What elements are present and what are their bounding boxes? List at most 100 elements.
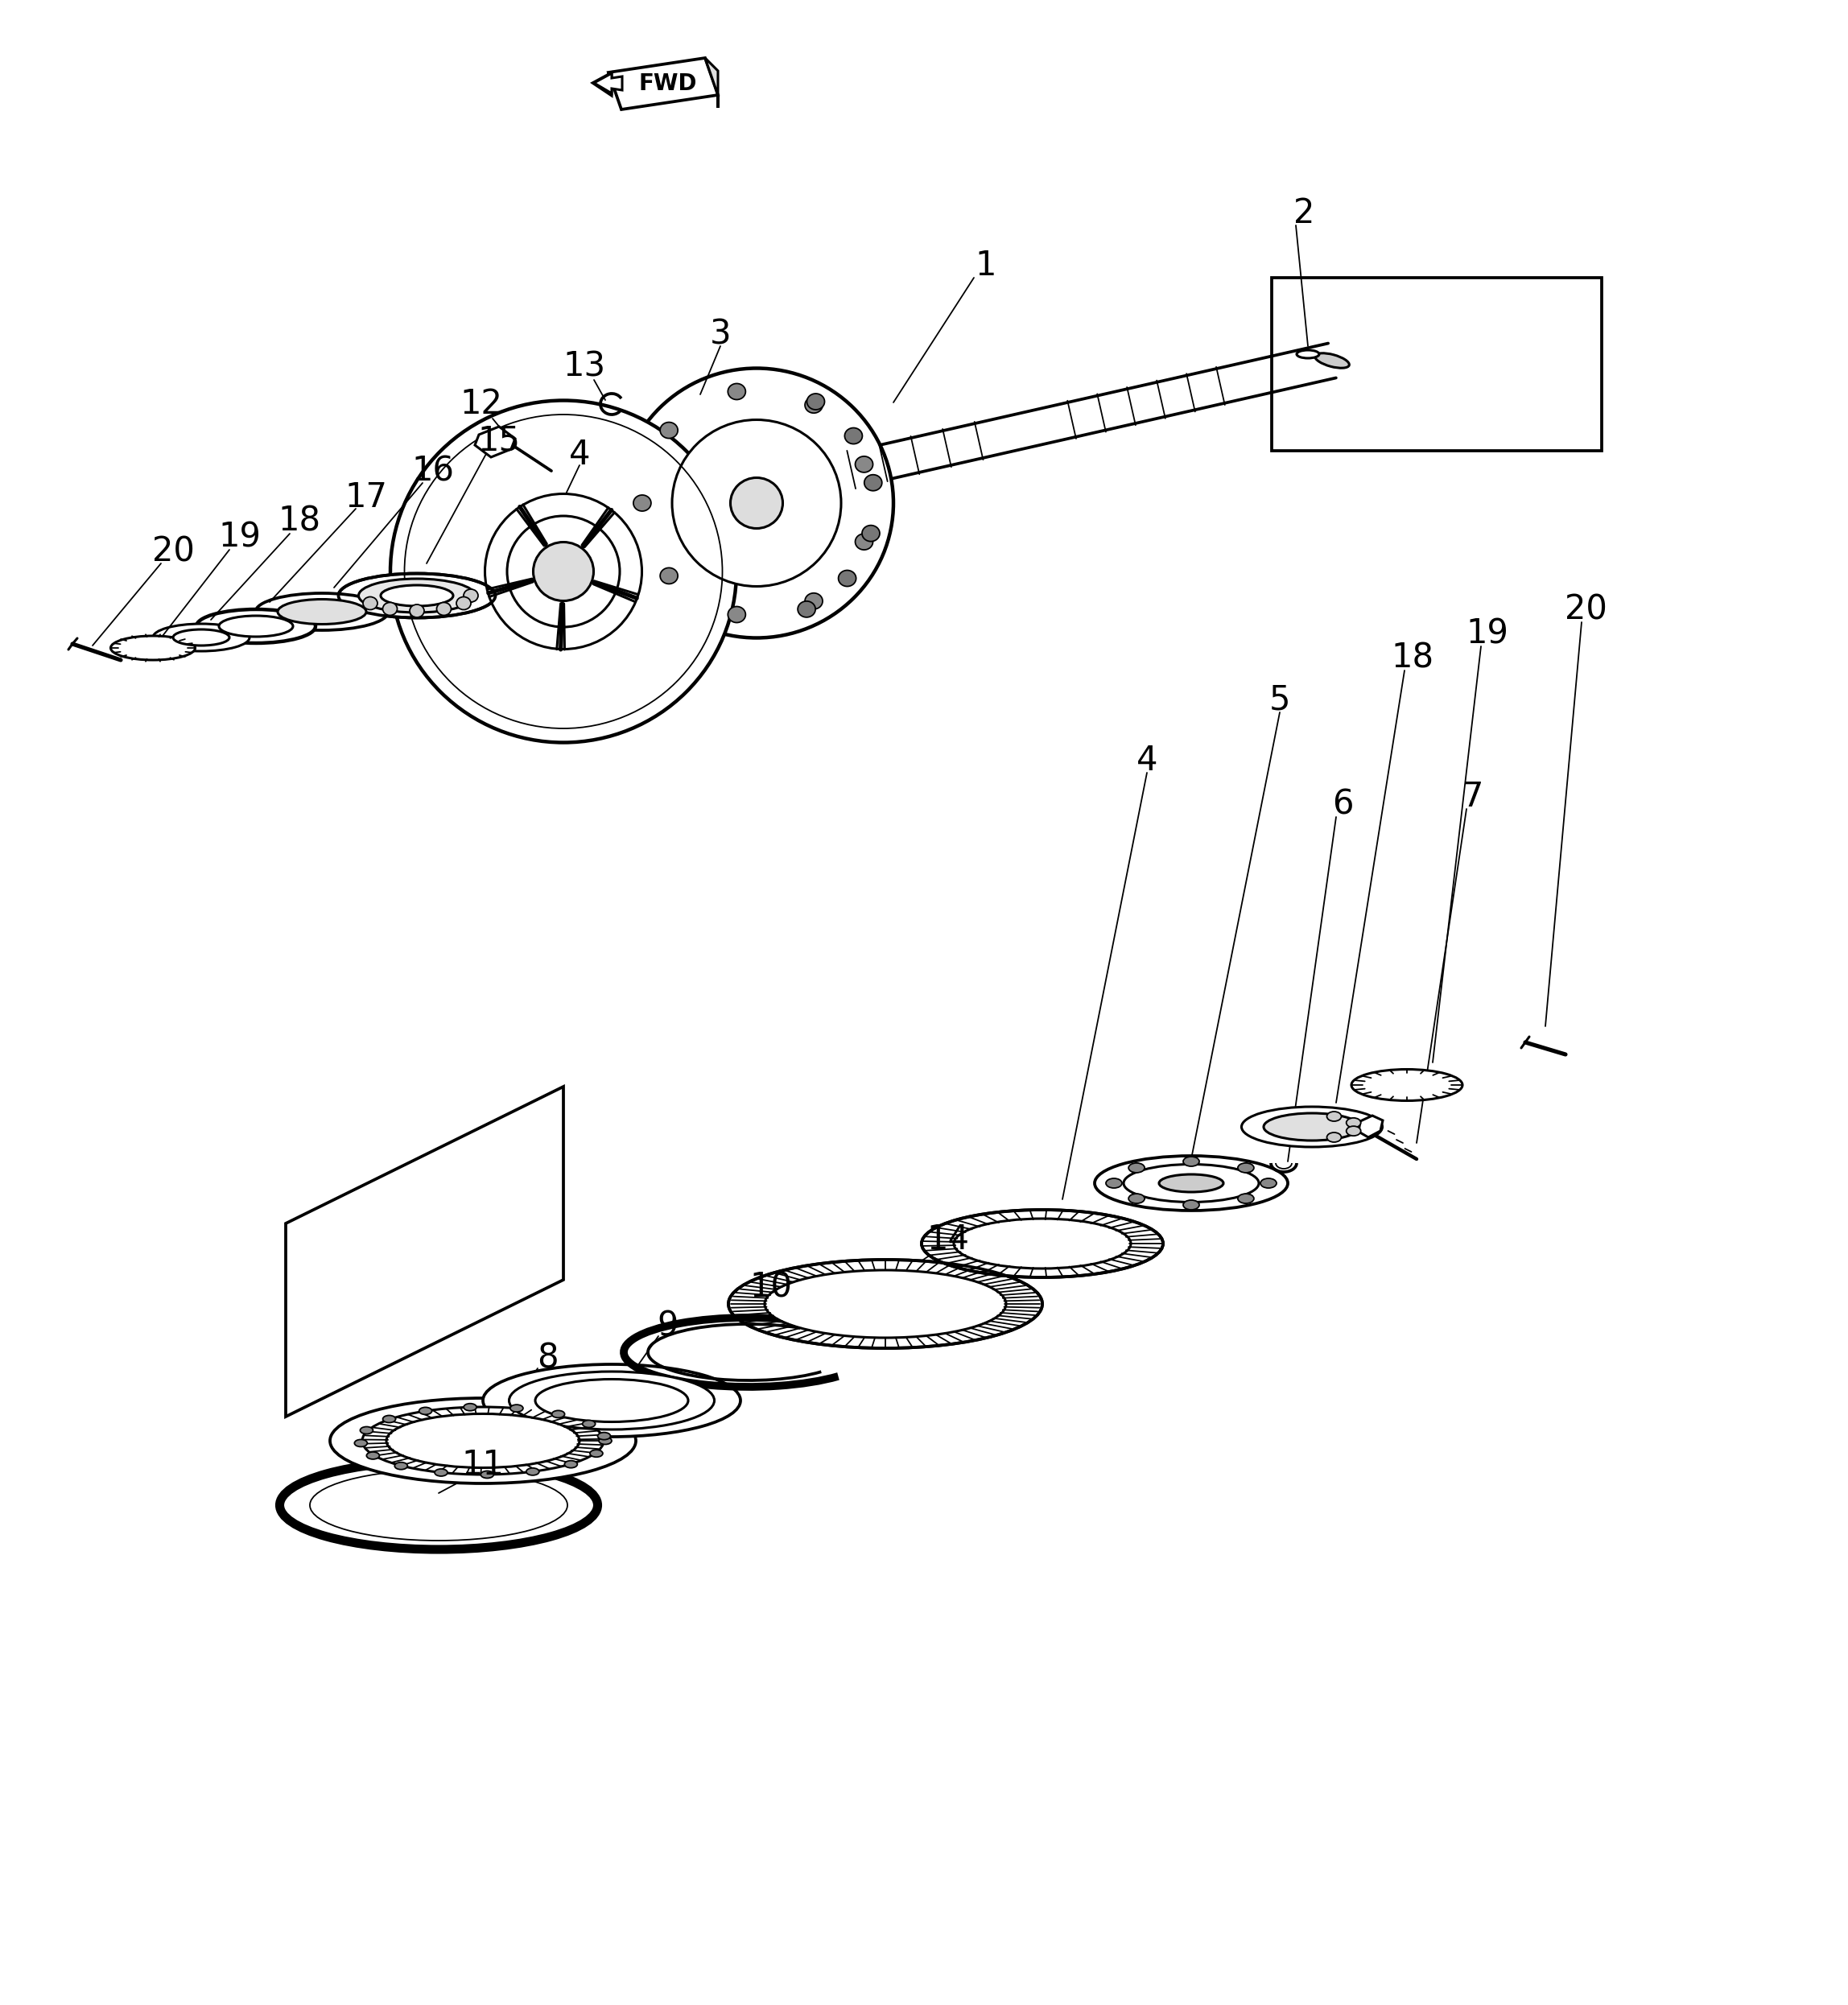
- Ellipse shape: [434, 1470, 447, 1476]
- Ellipse shape: [590, 1450, 602, 1458]
- Ellipse shape: [1238, 1193, 1255, 1203]
- Text: 14: 14: [928, 1223, 970, 1257]
- Ellipse shape: [508, 1371, 715, 1430]
- Polygon shape: [593, 74, 623, 94]
- Ellipse shape: [527, 1468, 540, 1476]
- Ellipse shape: [395, 1462, 408, 1470]
- Polygon shape: [475, 427, 516, 457]
- Text: 12: 12: [460, 387, 503, 421]
- Ellipse shape: [1129, 1193, 1144, 1203]
- Text: 2: 2: [1294, 196, 1314, 231]
- Ellipse shape: [765, 1269, 1005, 1337]
- Ellipse shape: [355, 1440, 368, 1448]
- Ellipse shape: [331, 1397, 636, 1484]
- Ellipse shape: [381, 585, 453, 606]
- Ellipse shape: [564, 1460, 577, 1468]
- Ellipse shape: [599, 1438, 612, 1444]
- Text: 19: 19: [1465, 618, 1508, 652]
- Ellipse shape: [362, 597, 377, 610]
- Text: FWD: FWD: [639, 72, 697, 94]
- Ellipse shape: [484, 493, 641, 650]
- Ellipse shape: [856, 457, 872, 473]
- Ellipse shape: [277, 599, 366, 624]
- Text: 18: 18: [1392, 642, 1434, 676]
- Text: 17: 17: [346, 481, 388, 515]
- Text: 11: 11: [462, 1448, 505, 1482]
- Ellipse shape: [856, 533, 872, 549]
- Ellipse shape: [845, 427, 863, 443]
- Ellipse shape: [1238, 1163, 1255, 1173]
- Ellipse shape: [536, 1379, 687, 1422]
- Text: 8: 8: [536, 1341, 558, 1375]
- Ellipse shape: [410, 604, 425, 618]
- Ellipse shape: [1242, 1107, 1382, 1147]
- Ellipse shape: [673, 419, 841, 585]
- Text: 13: 13: [564, 351, 606, 383]
- Ellipse shape: [456, 597, 471, 610]
- Ellipse shape: [153, 624, 249, 652]
- Ellipse shape: [366, 1452, 379, 1460]
- Ellipse shape: [338, 573, 495, 618]
- Polygon shape: [608, 58, 719, 110]
- Ellipse shape: [362, 1408, 604, 1474]
- Text: 5: 5: [1270, 684, 1290, 718]
- Polygon shape: [706, 58, 719, 108]
- Ellipse shape: [506, 515, 619, 628]
- Ellipse shape: [660, 567, 678, 583]
- Ellipse shape: [464, 1403, 477, 1412]
- Ellipse shape: [534, 541, 593, 601]
- Ellipse shape: [383, 601, 397, 616]
- Ellipse shape: [1183, 1201, 1199, 1209]
- Ellipse shape: [383, 1416, 395, 1424]
- Text: 19: 19: [218, 521, 261, 555]
- Text: 7: 7: [1462, 780, 1484, 814]
- Ellipse shape: [196, 610, 316, 644]
- Ellipse shape: [1129, 1163, 1144, 1173]
- Ellipse shape: [728, 606, 745, 624]
- Text: 15: 15: [477, 425, 521, 457]
- Ellipse shape: [582, 1420, 595, 1428]
- Ellipse shape: [174, 630, 229, 646]
- Ellipse shape: [808, 393, 824, 409]
- Ellipse shape: [111, 636, 196, 660]
- Text: 4: 4: [1137, 744, 1157, 778]
- Ellipse shape: [798, 601, 815, 618]
- Ellipse shape: [1327, 1111, 1342, 1121]
- Ellipse shape: [839, 569, 856, 585]
- Polygon shape: [1358, 1115, 1382, 1137]
- Ellipse shape: [1297, 351, 1319, 359]
- Ellipse shape: [1347, 1127, 1360, 1135]
- Ellipse shape: [954, 1219, 1131, 1269]
- Ellipse shape: [464, 589, 479, 601]
- Ellipse shape: [1105, 1179, 1122, 1189]
- Ellipse shape: [436, 601, 451, 616]
- Ellipse shape: [218, 616, 294, 638]
- Text: 20: 20: [152, 535, 194, 567]
- Ellipse shape: [1347, 1119, 1360, 1127]
- Ellipse shape: [728, 383, 745, 399]
- Ellipse shape: [861, 525, 880, 541]
- Text: 16: 16: [412, 453, 455, 487]
- Ellipse shape: [255, 593, 388, 630]
- Text: 10: 10: [750, 1271, 793, 1305]
- Ellipse shape: [1124, 1165, 1258, 1203]
- Ellipse shape: [806, 397, 822, 413]
- Ellipse shape: [728, 1259, 1042, 1347]
- Ellipse shape: [390, 401, 737, 742]
- Ellipse shape: [1316, 353, 1349, 369]
- Ellipse shape: [634, 495, 650, 511]
- Text: 9: 9: [658, 1309, 678, 1343]
- Ellipse shape: [386, 1414, 580, 1468]
- Ellipse shape: [922, 1209, 1162, 1277]
- Ellipse shape: [806, 593, 822, 610]
- Ellipse shape: [865, 475, 881, 491]
- Ellipse shape: [359, 579, 475, 612]
- Text: 6: 6: [1332, 788, 1353, 822]
- Ellipse shape: [1260, 1179, 1277, 1189]
- Ellipse shape: [1159, 1175, 1223, 1193]
- Ellipse shape: [1351, 1069, 1462, 1101]
- Ellipse shape: [482, 1363, 741, 1438]
- Ellipse shape: [730, 477, 784, 529]
- Ellipse shape: [660, 423, 678, 439]
- Text: 18: 18: [277, 505, 322, 539]
